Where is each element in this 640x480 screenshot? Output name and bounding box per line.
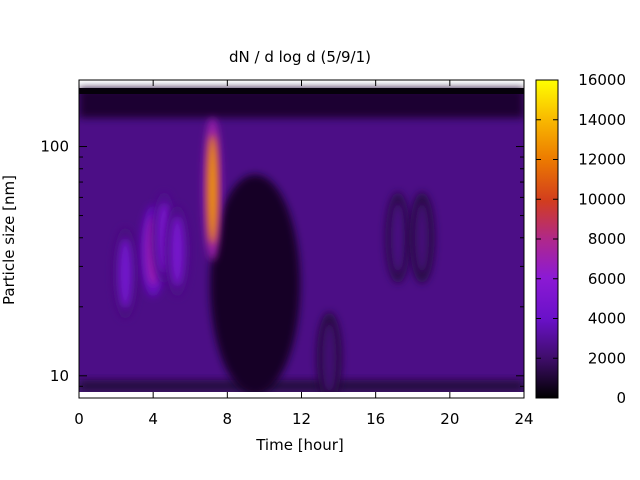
heatmap-feature-7 — [415, 202, 430, 273]
x-tick-label: 12 — [292, 410, 311, 428]
heatmap-low-region — [210, 174, 301, 395]
heatmap-area — [79, 88, 524, 398]
y-axis-label: Particle size [nm] — [0, 175, 18, 305]
colorbar-tick-label: 4000 — [588, 310, 626, 328]
y-axis: 10 100 — [40, 138, 524, 387]
heatmap-feature-5 — [322, 322, 337, 393]
colorbar-tick-label: 2000 — [588, 349, 626, 367]
x-tick-label: 20 — [440, 410, 459, 428]
x-axis-label: Time [hour] — [255, 436, 344, 454]
colorbar-axis: 0 2000 4000 6000 8000 10000 12000 14000 16000 — [536, 71, 626, 407]
heatmap-bottom-band — [79, 380, 524, 392]
x-axis: 0 4 8 12 16 20 24 — [74, 80, 534, 428]
colorbar-tick-label: 8000 — [588, 230, 626, 248]
x-tick-label: 8 — [223, 410, 233, 428]
colorbar-tick-label: 14000 — [578, 111, 626, 129]
heatmap-feature-4 — [207, 134, 218, 245]
x-tick-label: 16 — [366, 410, 385, 428]
heatmap-feature-3 — [170, 216, 185, 287]
colorbar-tick-label: 10000 — [578, 190, 626, 208]
colorbar-tick-label: 16000 — [578, 71, 626, 89]
y-tick-label: 100 — [40, 138, 69, 156]
heatmap-feature-6 — [390, 202, 405, 273]
colorbar-tick-label: 6000 — [588, 270, 626, 288]
heatmap-top-edge — [79, 88, 524, 94]
x-tick-label: 0 — [74, 410, 84, 428]
colorbar-tick-label: 0 — [616, 389, 626, 407]
heatmap-feature-0 — [118, 238, 133, 309]
y-tick-label: 10 — [50, 367, 69, 385]
x-tick-label: 24 — [514, 410, 533, 428]
x-tick-label: 4 — [148, 410, 158, 428]
chart-title: dN / d log d (5/9/1) — [229, 48, 371, 66]
colorbar-tick-label: 12000 — [578, 151, 626, 169]
